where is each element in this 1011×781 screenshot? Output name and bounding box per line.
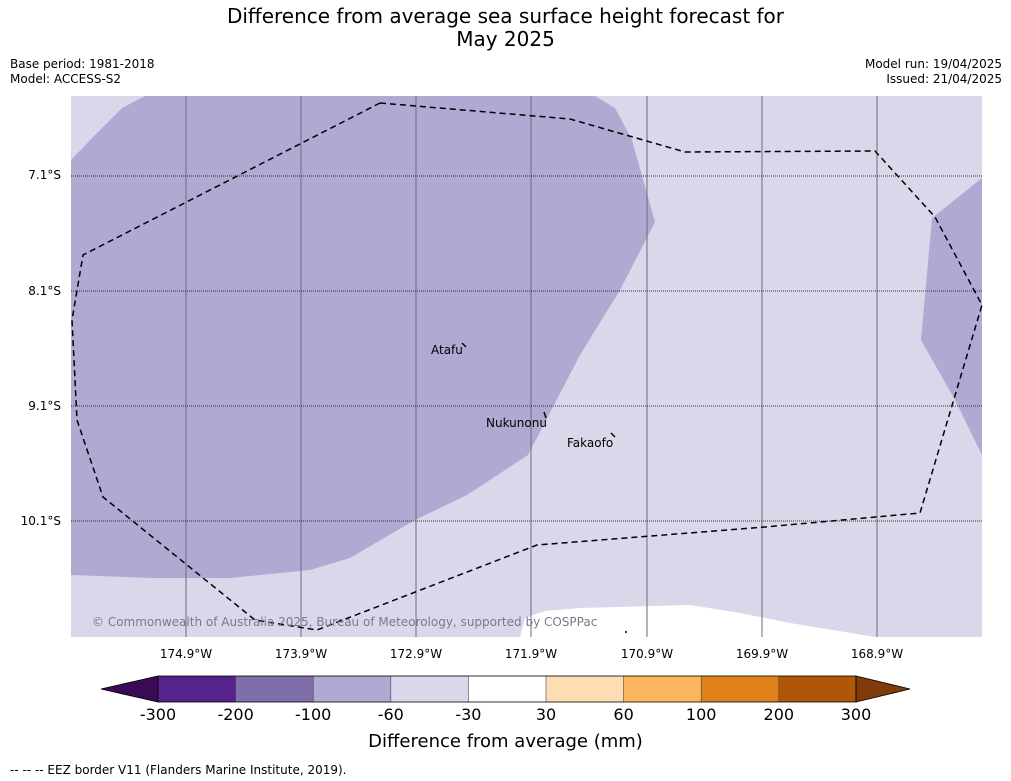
nukunonu-island (543, 411, 547, 419)
colorbar-tick-label: -30 (455, 705, 482, 724)
colorbar-tick-label: -200 (217, 705, 254, 724)
model-run: Model run: 19/04/2025 (864, 57, 1002, 71)
place-label-nukunonu: Nukunonu (486, 416, 547, 430)
colorbar-tick-label: 200 (763, 705, 795, 724)
colorbar-tick-label: 60 (613, 705, 634, 724)
anomaly-region-east (921, 178, 982, 455)
title-line-2: May 2025 (456, 27, 555, 51)
lon-label: 173.9°W (274, 647, 328, 661)
lon-label: 169.9°W (735, 647, 789, 661)
colorbar-segment (390, 676, 469, 702)
anomaly-region-west (71, 96, 655, 578)
small-island-marker (625, 631, 627, 633)
colorbar-segment (313, 676, 391, 702)
lon-label: 171.9°W (504, 647, 558, 661)
colorbar (100, 675, 911, 703)
lat-label: 9.1°S (28, 399, 61, 413)
base-period: Base period: 1981-2018 (10, 57, 155, 71)
colorbar-title: Difference from average (mm) (368, 731, 643, 752)
lat-label: 8.1°S (28, 284, 61, 298)
colorbar-under-triangle (100, 675, 159, 703)
lat-label: 7.1°S (28, 168, 61, 182)
issued-date: Issued: 21/04/2025 (886, 72, 1002, 86)
lon-label: 172.9°W (389, 647, 443, 661)
colorbar-segment (701, 676, 779, 702)
colorbar-tick-label: -60 (377, 705, 404, 724)
place-label-fakaofo: Fakaofo (567, 436, 613, 450)
near-normal-region-south (520, 605, 875, 637)
colorbar-over-triangle (855, 675, 911, 703)
lon-label: 170.9°W (620, 647, 674, 661)
colorbar-outline (157, 675, 857, 703)
place-label-atafu: Atafu (431, 343, 463, 357)
meta-right: Model run: 19/04/2025 Issued: 21/04/2025 (865, 57, 1002, 87)
atafu-island (461, 342, 467, 348)
chart-title: Difference from average sea surface heig… (0, 5, 1011, 51)
fakaofo-island (610, 432, 616, 438)
eez-footnote: -- -- -- EEZ border V11 (Flanders Marine… (10, 763, 347, 777)
model-name: Model: ACCESS-S2 (10, 72, 122, 86)
colorbar-segment (778, 676, 856, 702)
colorbar-tick-label: -100 (295, 705, 332, 724)
eez-border (71, 102, 983, 631)
colorbar-tick-label: 100 (685, 705, 717, 724)
colorbar-segment (468, 676, 546, 702)
title-line-1: Difference from average sea surface heig… (226, 4, 785, 28)
copyright-notice: © Commonwealth of Australia 2025, Bureau… (92, 615, 597, 629)
colorbar-segment (546, 676, 624, 702)
lat-label: 10.1°S (20, 514, 61, 528)
colorbar-segment (158, 676, 236, 702)
colorbar-dividers (235, 676, 780, 702)
colorbar-tick-label: 30 (535, 705, 557, 724)
lon-label: 168.9°W (850, 647, 904, 661)
colorbar-segment (623, 676, 702, 702)
map-panel (71, 96, 982, 637)
colorbar-tick-label: -300 (139, 705, 177, 724)
meta-left: Base period: 1981-2018 Model: ACCESS-S2 (10, 57, 155, 87)
colorbar-tick-label: 300 (840, 705, 872, 724)
lon-label: 174.9°W (159, 647, 213, 661)
colorbar-segment (235, 676, 314, 702)
longitude-gridlines (185, 96, 878, 637)
